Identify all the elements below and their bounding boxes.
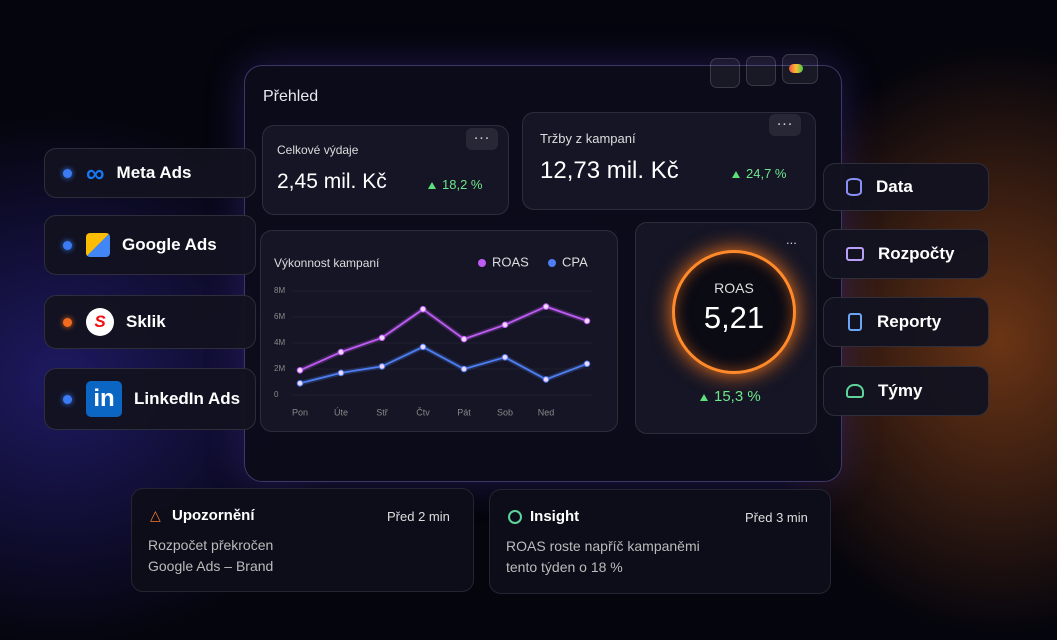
y-tick-label: 4M [274,338,285,347]
notification-line: Rozpočet překročen [148,537,274,553]
source-item[interactable]: Google Ads [44,215,256,275]
source-item[interactable]: in LinkedIn Ads [44,368,256,430]
plot: 0 2M 4M 6M 8M Pon Úte Stř Čtv Pát Sob Ned [274,286,593,417]
revenue-card [522,112,816,210]
legend-label: CPA [562,254,588,269]
source-item[interactable]: ∞ Meta Ads [44,148,256,198]
data-point [296,367,304,374]
x-tick-label: Sob [497,407,513,417]
menu-label: Rozpočty [878,244,955,263]
x-tick-label: Úte [334,407,348,417]
notification-line: ROAS roste napříč kampaněmi [506,538,700,554]
menu-label: Reporty [877,312,942,331]
x-tick-label: Ned [538,407,555,417]
notification-title: Upozornění [172,507,255,524]
source-name: LinkedIn Ads [134,389,241,408]
data-point [501,354,509,361]
notification-line: Google Ads – Brand [148,558,274,574]
user-button[interactable] [710,58,740,88]
chart-title: Výkonnost kampaní [274,256,380,270]
chart-card [260,230,618,432]
roas-value: 5,21 [703,300,765,335]
y-tick-label: 0 [274,390,279,399]
more-button[interactable]: ... [769,113,801,136]
toggle-button[interactable] [782,54,818,84]
notification-line: tento týden o 18 % [506,559,623,575]
data-point [542,303,550,310]
roas-label: ROAS [714,280,754,296]
card-label: Tržby z kampaní [540,131,636,146]
x-tick-label: Pát [457,407,471,417]
card-change: 18,2 % [428,177,482,192]
data-point [460,365,468,373]
menu-label: Data [876,177,913,196]
notification-time: Před 2 min [387,509,450,524]
data-point [378,363,386,370]
notification-time: Před 3 min [745,510,808,525]
more-button[interactable]: ... [786,232,797,247]
warning-icon: △ [150,507,161,523]
data-point [583,360,591,368]
y-tick-label: 2M [274,364,285,373]
data-point [419,343,427,351]
roas-ring [672,250,796,374]
x-tick-label: Pon [292,407,308,417]
menu-item[interactable]: Reporty [823,297,989,347]
series-line [299,345,588,385]
source-name: Sklik [126,312,166,331]
data-point [337,369,345,377]
notification-title: Insight [530,508,580,525]
dashboard-title: Přehled [263,88,319,105]
data-point [583,317,591,325]
more-button[interactable]: ... [466,127,498,150]
series-line [299,305,588,372]
bell-button[interactable] [746,56,776,86]
x-tick-label: Stř [376,407,389,417]
y-tick-label: 8M [274,286,285,295]
source-name: Meta Ads [116,163,192,182]
data-point [337,348,345,356]
line-chart: Výkonnost kampaní ROAS CPA 0 2M 4M 6M 8M Pon Út… [274,254,593,417]
legend: ROAS CPA [478,254,588,269]
data-point [501,321,509,329]
menu-item[interactable]: Týmy [823,366,989,416]
card-label: Celkové výdaje [277,143,359,157]
y-tick-label: 6M [274,312,285,321]
legend-label: ROAS [492,254,529,269]
card-value: 2,45 mil. Kč [277,170,387,193]
x-tick-label: Čtv [416,407,430,417]
menu-item[interactable]: Rozpočty [823,229,989,279]
data-point [378,334,386,342]
insight-icon [508,510,522,524]
source-item[interactable]: S Sklik [44,295,256,349]
card-value: 12,73 mil. Kč [540,157,679,184]
change-text: 15,3 % [714,388,761,405]
spend-card [262,125,509,215]
source-name: Google Ads [122,235,217,254]
notification [131,488,474,592]
data-point [542,376,550,383]
legend-swatch [548,259,556,267]
change-text: 18,2 % [442,177,483,192]
data-point [419,305,427,313]
roas-change: 15,3 % [700,388,761,405]
menu-item[interactable]: Data [823,163,989,211]
menu-label: Týmy [878,381,923,400]
legend-swatch [478,259,486,267]
data-point [296,380,304,387]
change-text: 24,7 % [746,166,787,181]
card-change: 24,7 % [732,166,786,181]
data-point [460,335,468,343]
notification [489,489,831,594]
